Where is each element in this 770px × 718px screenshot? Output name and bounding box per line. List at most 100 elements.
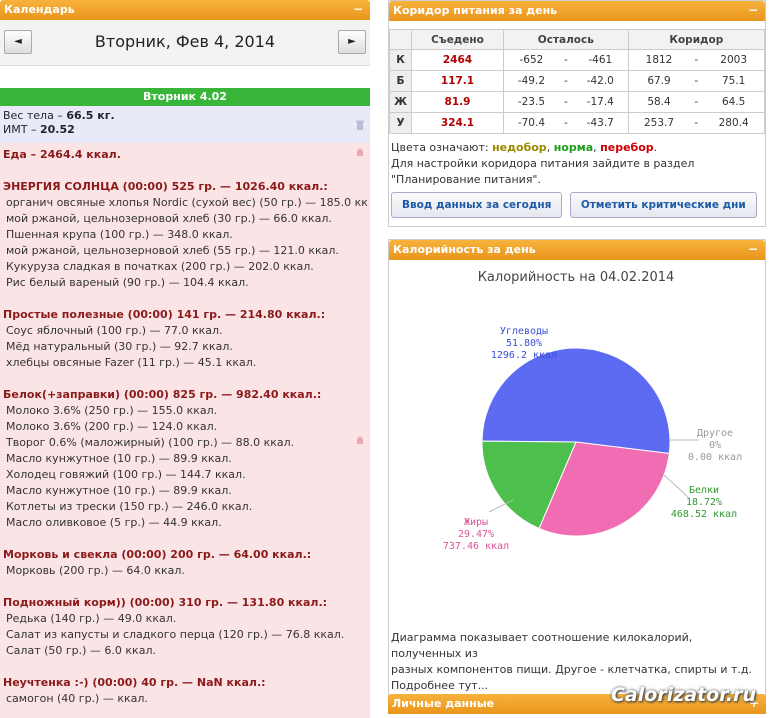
food-item[interactable]: Творог 0.6% (маложирный) (100 гр.) — 88.… xyxy=(6,436,295,449)
personal-header: Личные данные + xyxy=(388,694,766,714)
corridor-hint: Для настройки коридора питания зайдите в… xyxy=(391,157,695,170)
corridor-min: 253.7 xyxy=(627,112,690,134)
bmi-value: 20.52 xyxy=(39,123,75,136)
food-label: Еда xyxy=(3,148,27,161)
personal-title: Личные данные xyxy=(392,697,495,710)
corridor-header: Коридор питания за день − xyxy=(389,1,765,21)
calories-panel: Калорийность за день − Калорийность на 0… xyxy=(388,239,766,697)
eaten-value: 324.1 xyxy=(411,112,504,134)
edit-icon[interactable] xyxy=(356,147,364,157)
range-separator: - xyxy=(558,91,573,113)
meal-title: Морковь и свекла (00:00) 200 гр. xyxy=(3,548,215,561)
meal-header[interactable]: Простые полезные (00:00) 141 гр. — 214.8… xyxy=(3,308,326,321)
food-item[interactable]: Масло кунжутное (10 гр.) — 89.9 ккал. xyxy=(6,484,232,497)
pie-label: 29.47% xyxy=(458,529,494,540)
food-item[interactable]: Кукуруза сладкая в початках (200 гр.) — … xyxy=(6,260,314,273)
calendar-header: Календарь − xyxy=(0,0,370,20)
remaining-min: -652 xyxy=(502,49,559,71)
chart-description: Диаграмма показывает соотношение килокал… xyxy=(389,628,765,696)
food-item[interactable]: Молоко 3.6% (250 гр.) — 155.0 ккал. xyxy=(6,404,218,417)
personal-panel: Личные данные + xyxy=(388,694,766,714)
chart-desc-line: разных компонентов пищи. Другое - клетча… xyxy=(391,663,752,676)
range-separator: - xyxy=(689,70,704,92)
trash-icon[interactable] xyxy=(356,120,364,130)
food-item[interactable]: самогон (40 гр.) — ккал. xyxy=(6,692,148,705)
meal-header[interactable]: Морковь и свекла (00:00) 200 гр. — 64.00… xyxy=(3,548,312,561)
pie-label: Другое xyxy=(697,428,733,439)
remaining-max: -461 xyxy=(572,49,629,71)
calendar-panel: Календарь − ◄ Вторник, Фев 4, 2014 ► Вто… xyxy=(0,0,370,718)
food-item[interactable]: хлебцы овсяные Fazer (11 гр.) — 45.1 кка… xyxy=(6,356,257,369)
prev-day-button[interactable]: ◄ xyxy=(4,30,32,54)
remaining-min: -23.5 xyxy=(502,91,559,113)
row-label: У xyxy=(389,112,412,134)
food-item[interactable]: Салат из капусты и сладкого перца (120 г… xyxy=(6,628,345,641)
legend-under: недобор xyxy=(492,141,547,154)
food-item[interactable]: Редька (140 гр.) — 49.0 ккал. xyxy=(6,612,177,625)
range-separator: - xyxy=(689,49,704,71)
column-header xyxy=(389,29,412,50)
meal-title: ЭНЕРГИЯ СОЛНЦА (00:00) 525 гр. xyxy=(3,180,217,193)
range-separator: - xyxy=(558,112,573,134)
meal-total: 982.40 ккал.: xyxy=(236,388,322,401)
table-row: К 2464 -652- -461 1812-2003 xyxy=(389,49,766,71)
meal-total: 131.80 ккал.: xyxy=(241,596,328,609)
pie-label: Жиры xyxy=(464,517,488,528)
food-item[interactable]: Котлеты из трески (150 гр.) — 246.0 ккал… xyxy=(6,500,253,513)
food-item[interactable]: Масло оливковое (5 гр.) — 44.9 ккал. xyxy=(6,516,222,529)
food-item[interactable]: Рис белый вареный (90 гр.) — 104.4 ккал. xyxy=(6,276,249,289)
food-item[interactable]: Морковь (200 гр.) — 64.0 ккал. xyxy=(6,564,185,577)
food-item[interactable]: мой ржаной, цельнозерновой хлеб (30 гр.)… xyxy=(6,212,332,225)
calorie-chart-area: Калорийность на 04.02.2014 Углеводы 51.80%… xyxy=(389,260,765,628)
corridor-panel: Коридор питания за день − Съедено Остало… xyxy=(388,0,766,227)
remaining-max: -42.0 xyxy=(572,70,629,92)
day-bar[interactable]: Вторник 4.02 xyxy=(0,88,370,106)
pie-label: Белки xyxy=(689,485,719,496)
eaten-value: 2464 xyxy=(411,49,504,71)
food-item[interactable]: органич овсяные хлопья Nordic (сухой вес… xyxy=(6,196,367,209)
mark-critical-days-button[interactable]: Отметить критические дни xyxy=(569,192,757,218)
pie-label: 0.00 ккал xyxy=(688,452,742,463)
more-link[interactable]: Подробнее тут... xyxy=(391,679,489,692)
range-separator: - xyxy=(558,49,573,71)
edit-icon[interactable] xyxy=(356,435,364,445)
food-item[interactable]: Мёд натуральный (30 гр.) — 92.7 ккал. xyxy=(6,340,233,353)
food-item[interactable]: мой ржаной, цельнозерновой хлеб (55 гр.)… xyxy=(6,244,339,257)
next-day-button[interactable]: ► xyxy=(338,30,366,54)
meal-header[interactable]: Подножный корм)) (00:00) 310 гр. — 131.8… xyxy=(3,596,328,609)
label-leader-line xyxy=(662,473,690,499)
meal-title: Простые полезные (00:00) 141 гр. xyxy=(3,308,222,321)
range-separator: - xyxy=(689,112,704,134)
food-item[interactable]: Масло кунжутное (10 гр.) — 89.9 ккал. xyxy=(6,452,232,465)
collapse-icon[interactable]: − xyxy=(747,242,759,256)
pie-label: 468.52 ккал xyxy=(671,509,737,520)
food-item[interactable]: Холодец говяжий (100 гр.) — 144.7 ккал. xyxy=(6,468,246,481)
pie-label: 51.80% xyxy=(506,338,542,349)
collapse-icon[interactable]: − xyxy=(747,3,759,17)
corridor-hint-link[interactable]: "Планирование питания". xyxy=(391,173,541,186)
meal-total: 1026.40 ккал.: xyxy=(234,180,328,193)
food-item[interactable]: Молоко 3.6% (200 гр.) — 124.0 ккал. xyxy=(6,420,218,433)
meal-header[interactable]: ЭНЕРГИЯ СОЛНЦА (00:00) 525 гр. — 1026.40… xyxy=(3,180,328,193)
input-today-button[interactable]: Ввод данных за сегодня xyxy=(391,192,563,218)
pie-label: Углеводы xyxy=(500,326,548,337)
legend-over: перебор xyxy=(600,141,654,154)
chart-desc-line: Диаграмма показывает соотношение килокал… xyxy=(391,631,693,660)
food-item[interactable]: Соус яблочный (100 гр.) — 77.0 ккал. xyxy=(6,324,223,337)
remaining-min: -70.4 xyxy=(502,112,559,134)
date-navigation: ◄ Вторник, Фев 4, 2014 ► xyxy=(0,20,370,66)
collapse-icon[interactable]: − xyxy=(352,2,364,16)
meal-header[interactable]: Неучтенка :-) (00:00) 40 гр. — NaN ккал.… xyxy=(3,676,266,689)
corridor-table: Съедено Осталось Коридор К 2464 -652- -461 1… xyxy=(389,29,766,134)
food-item[interactable]: Пшенная крупа (100 гр.) — 348.0 ккал. xyxy=(6,228,233,241)
food-total: 2464.4 ккал. xyxy=(40,148,121,161)
weight-label: Вес тела xyxy=(3,109,54,122)
expand-icon[interactable]: + xyxy=(748,696,760,710)
column-header: Осталось xyxy=(503,29,629,50)
pie-slice xyxy=(481,440,577,530)
meal-header[interactable]: Белок(+заправки) (00:00) 825 гр. — 982.4… xyxy=(3,388,322,401)
legend-prefix: Цвета означают: xyxy=(391,141,489,154)
remaining-max: -17.4 xyxy=(572,91,629,113)
corridor-max: 2003 xyxy=(703,49,766,71)
food-item[interactable]: Салат (50 гр.) — 6.0 ккал. xyxy=(6,644,156,657)
